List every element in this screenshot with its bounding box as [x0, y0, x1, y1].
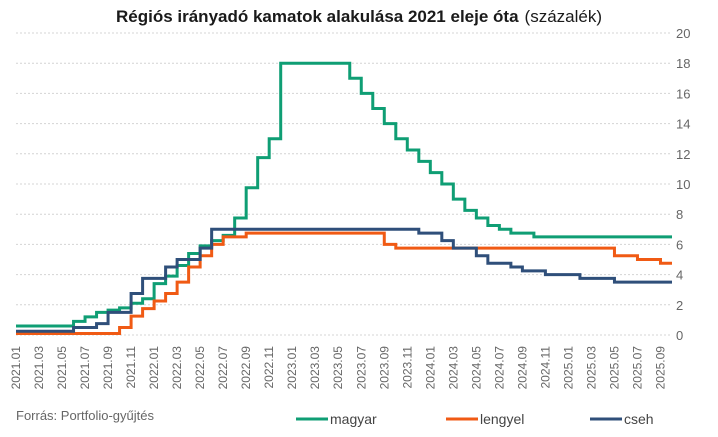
y-tick-label: 0 — [676, 328, 683, 343]
y-tick-label: 6 — [676, 237, 683, 252]
series-line-cseh — [16, 227, 672, 333]
legend-label-magyar: magyar — [330, 411, 377, 427]
x-tick-label: 2024.11 — [538, 346, 552, 389]
x-tick-label: 2022.09 — [239, 346, 253, 390]
x-tick-label: 2023.01 — [285, 346, 299, 390]
y-tick-label: 12 — [676, 147, 690, 162]
x-tick-label: 2025.03 — [584, 346, 598, 390]
x-tick-label: 2023.03 — [308, 346, 322, 390]
x-tick-label: 2023.09 — [377, 346, 391, 390]
x-tick-label: 2021.07 — [78, 346, 92, 390]
x-tick-label: 2023.11 — [400, 346, 414, 389]
x-tick-label: 2024.01 — [423, 346, 437, 390]
y-tick-label: 10 — [676, 177, 690, 192]
source-note: Forrás: Portfolio-gyűjtés — [16, 408, 154, 423]
x-tick-label: 2021.09 — [101, 346, 115, 390]
x-tick-label: 2022.11 — [262, 346, 276, 389]
series-layer — [16, 61, 672, 335]
x-tick-label: 2023.05 — [331, 346, 345, 390]
y-tick-label: 14 — [676, 117, 690, 132]
x-tick-label: 2025.01 — [561, 346, 575, 390]
x-tick-label: 2025.05 — [607, 346, 621, 390]
x-tick-label: 2022.03 — [170, 346, 184, 390]
chart-title-main: Régiós irányadó kamatok alakulása 2021 e… — [116, 7, 519, 26]
x-tick-label: 2025.09 — [653, 346, 667, 390]
x-tick-label: 2025.07 — [630, 346, 644, 390]
y-tick-label: 18 — [676, 56, 690, 71]
x-tick-label: 2021.01 — [9, 346, 23, 390]
y-tick-label: 16 — [676, 86, 690, 101]
legend: magyar lengyel cseh — [296, 411, 654, 427]
y-axis-ticks: 0 2 4 6 8 10 12 14 16 18 20 — [676, 26, 690, 343]
x-tick-label: 2024.07 — [492, 346, 506, 390]
x-tick-label: 2021.05 — [55, 346, 69, 390]
y-tick-label: 2 — [676, 298, 683, 313]
x-tick-label: 2021.11 — [124, 346, 138, 389]
legend-label-lengyel: lengyel — [480, 411, 524, 427]
series-line-lengyel — [16, 231, 672, 335]
x-tick-label: 2021.03 — [32, 346, 46, 390]
x-tick-label: 2022.01 — [147, 346, 161, 390]
y-tick-label: 20 — [676, 26, 690, 41]
series-line-magyar — [16, 61, 672, 328]
x-tick-label: 2024.05 — [469, 346, 483, 390]
gridlines — [16, 32, 672, 336]
legend-label-cseh: cseh — [624, 411, 654, 427]
x-tick-label: 2022.07 — [216, 346, 230, 390]
x-axis-ticks: 2021.01 2021.03 2021.05 2021.07 2021.09 2021.… — [9, 346, 667, 390]
chart-title-unit: (százalék) — [525, 7, 602, 26]
chart-title: Régiós irányadó kamatok alakulása 2021 e… — [116, 7, 602, 26]
y-tick-label: 4 — [676, 268, 683, 283]
x-tick-label: 2022.05 — [193, 346, 207, 390]
x-tick-label: 2024.03 — [446, 346, 460, 390]
y-tick-label: 8 — [676, 207, 683, 222]
x-tick-label: 2024.09 — [515, 346, 529, 390]
x-tick-label: 2023.07 — [354, 346, 368, 390]
